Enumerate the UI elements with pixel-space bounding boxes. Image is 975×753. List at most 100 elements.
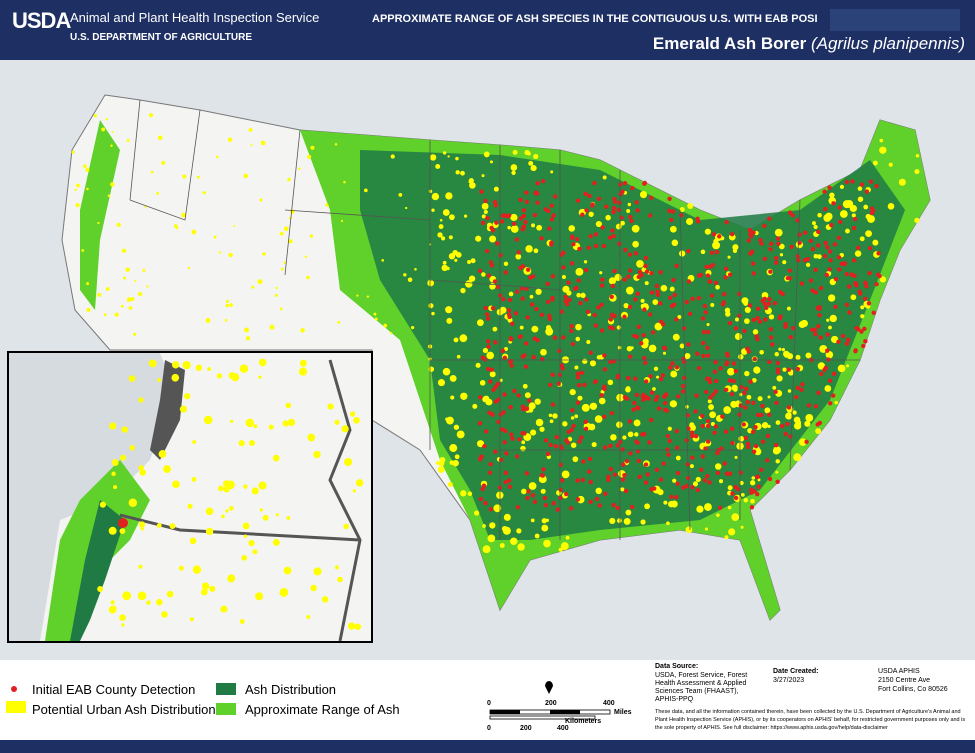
- eab-detection: [724, 219, 729, 225]
- eab-detection: [672, 292, 677, 298]
- urban-ash: [781, 348, 786, 352]
- urban-ash: [704, 228, 711, 235]
- eab-detection: [580, 477, 586, 483]
- eab-detection: [512, 388, 517, 394]
- eab-detection: [599, 283, 605, 288]
- eab-detection: [525, 315, 530, 320]
- eab-detection: [717, 505, 723, 511]
- eab-detection: [611, 209, 616, 215]
- urban-ash: [725, 311, 731, 317]
- eab-detection: [684, 299, 690, 305]
- eab-detection: [551, 501, 556, 506]
- urban-ash: [435, 163, 441, 169]
- eab-detection: [520, 354, 526, 359]
- urban-ash: [405, 206, 408, 210]
- urban-ash: [428, 366, 435, 372]
- eab-detection: [576, 382, 582, 388]
- urban-ash: [533, 153, 539, 160]
- urban-ash: [804, 420, 811, 427]
- urban-ash: [731, 513, 740, 521]
- urban-ash: [535, 288, 542, 295]
- inset-urban-ash: [334, 565, 340, 570]
- eab-detection: [545, 299, 551, 305]
- eab-detection: [622, 472, 627, 478]
- urban-ash: [595, 487, 602, 495]
- eab-detection: [760, 403, 765, 409]
- eab-detection: [785, 421, 790, 427]
- urban-ash: [714, 463, 722, 470]
- urban-ash: [545, 518, 549, 522]
- eab-detection: [582, 382, 587, 387]
- urban-ash: [468, 275, 476, 282]
- eab-detection: [670, 209, 676, 214]
- eab-detection: [622, 180, 628, 186]
- eab-detection: [627, 268, 633, 273]
- urban-ash: [114, 312, 119, 317]
- eab-detection: [773, 260, 779, 265]
- eab-detection: [552, 335, 558, 340]
- eab-detection: [506, 478, 512, 483]
- eab-detection: [648, 213, 653, 218]
- eab-detection: [836, 255, 842, 260]
- range-of-ash-west: [80, 120, 120, 310]
- eab-detection: [810, 246, 816, 252]
- urban-ash: [516, 528, 522, 534]
- urban-ash: [670, 370, 678, 378]
- eab-detection: [579, 370, 585, 375]
- eab-detection: [788, 335, 793, 340]
- urban-ash: [202, 191, 206, 195]
- urban-ash: [607, 379, 614, 386]
- urban-ash: [707, 399, 712, 404]
- urban-ash: [227, 137, 233, 142]
- eab-detection: [493, 449, 498, 454]
- eab-detection: [787, 276, 792, 281]
- urban-ash: [842, 200, 851, 209]
- urban-ash: [914, 217, 920, 223]
- eab-detection: [636, 274, 641, 280]
- eab-detection: [737, 313, 742, 318]
- eab-detection: [757, 319, 763, 324]
- eab-detection: [508, 404, 513, 410]
- urban-ash: [872, 239, 879, 246]
- eab-detection: [555, 507, 560, 512]
- urban-ash: [390, 154, 395, 159]
- inset-urban-ash: [227, 574, 236, 583]
- eab-detection: [678, 213, 684, 218]
- eab-detection: [508, 337, 514, 342]
- urban-ash: [574, 414, 579, 419]
- urban-ash: [704, 503, 712, 511]
- urban-ash: [851, 213, 856, 218]
- eab-detection: [874, 281, 879, 287]
- eab-detection: [620, 477, 626, 482]
- eab-detection: [715, 470, 721, 476]
- eab-detection: [696, 366, 702, 371]
- urban-ash: [280, 267, 284, 271]
- urban-ash: [610, 434, 617, 441]
- urban-ash: [472, 403, 478, 409]
- urban-ash: [572, 456, 579, 463]
- urban-ash: [161, 160, 166, 165]
- eab-detection: [750, 400, 756, 405]
- eab-detection: [698, 272, 704, 278]
- eab-detection: [852, 216, 858, 222]
- inset-urban-ash: [286, 516, 291, 520]
- inset-urban-ash: [97, 585, 104, 592]
- eab-detection: [828, 258, 833, 263]
- eab-detection: [700, 316, 706, 321]
- eab-detection: [808, 278, 814, 283]
- eab-detection: [616, 207, 622, 213]
- eab-detection: [655, 292, 661, 297]
- legend: [6, 681, 611, 720]
- eab-detection: [663, 407, 668, 413]
- address: 2150 Centre Ave: [878, 677, 931, 684]
- eab-detection: [703, 310, 708, 315]
- urban-ash: [782, 367, 787, 372]
- eab-detection: [676, 394, 681, 399]
- eab-detection: [650, 330, 656, 335]
- eab-detection: [768, 269, 773, 274]
- eab-detection: [690, 484, 695, 490]
- eab-detection: [743, 405, 748, 410]
- eab-detection: [802, 258, 808, 263]
- inset-urban-ash: [341, 425, 349, 433]
- eab-detection: [577, 246, 582, 252]
